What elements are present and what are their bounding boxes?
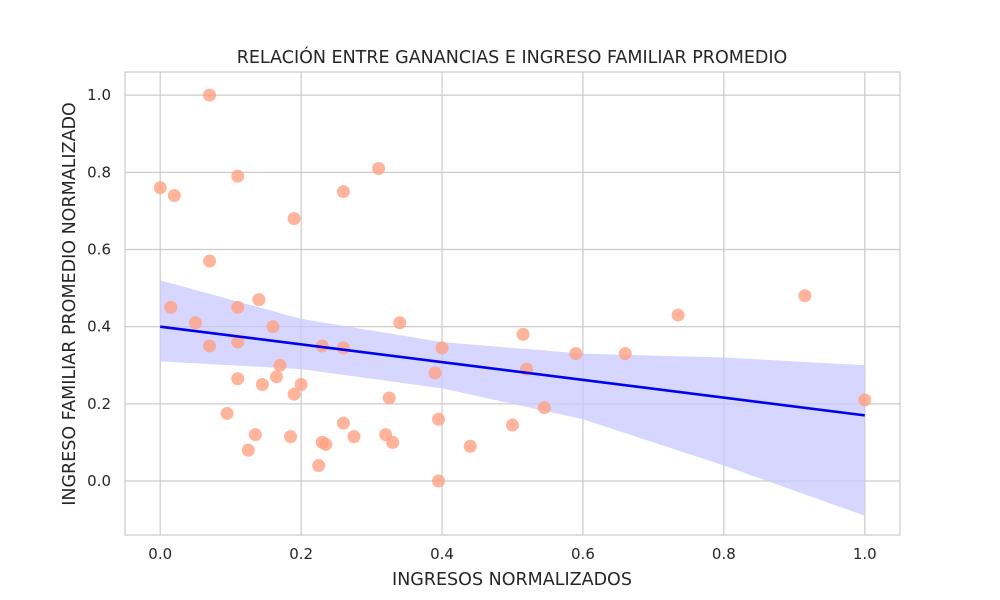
y-tick-label: 0.0 <box>87 472 111 490</box>
data-point <box>164 300 178 314</box>
data-point <box>347 430 361 444</box>
data-point <box>435 341 449 355</box>
data-point <box>231 372 245 386</box>
x-tick-label: 1.0 <box>853 545 877 563</box>
data-point <box>858 393 872 407</box>
y-axis-label: INGRESO FAMILIAR PROMEDIO NORMALIZADO <box>60 102 80 506</box>
data-point <box>312 459 326 473</box>
x-tick-label: 0.8 <box>712 545 736 563</box>
data-point <box>506 418 519 432</box>
data-point <box>537 401 551 415</box>
data-point <box>393 316 407 330</box>
x-axis-label: INGRESOS NORMALIZADOS <box>392 570 632 590</box>
x-tick-label: 0.0 <box>148 545 172 563</box>
data-point <box>287 387 301 401</box>
data-point <box>203 88 217 102</box>
data-point <box>671 308 685 322</box>
data-point <box>463 439 477 453</box>
data-point <box>231 169 245 183</box>
confidence-band <box>160 280 865 516</box>
x-tick-label: 0.4 <box>430 545 454 563</box>
data-point <box>798 289 812 303</box>
data-point <box>241 443 255 457</box>
data-point <box>167 188 181 202</box>
data-point <box>287 212 301 226</box>
data-point <box>319 437 333 451</box>
y-tick-label: 1.0 <box>87 86 111 104</box>
data-point <box>188 316 202 330</box>
y-tick-label: 0.8 <box>87 163 111 181</box>
data-point <box>203 254 217 268</box>
data-point <box>382 391 396 405</box>
data-point <box>618 347 632 361</box>
data-point <box>203 339 217 353</box>
data-point <box>284 430 298 444</box>
data-point <box>255 378 269 392</box>
data-point <box>386 435 400 449</box>
plot-frame <box>124 71 901 536</box>
y-tick-labels: 0.0 0.2 0.4 0.6 0.8 1.0 <box>87 86 111 490</box>
regression-line <box>160 325 865 417</box>
data-point <box>153 181 167 195</box>
data-point <box>266 320 280 334</box>
data-point <box>372 161 386 175</box>
data-point <box>273 358 287 372</box>
data-point <box>428 366 442 380</box>
data-point <box>231 335 245 349</box>
data-point <box>516 327 530 341</box>
data-point <box>269 370 283 384</box>
data-point <box>432 474 446 488</box>
chart-title: RELACIÓN ENTRE GANANCIAS E INGRESO FAMIL… <box>237 46 788 68</box>
confidence-band-layer <box>160 280 865 516</box>
x-tick-labels: 0.0 0.2 0.4 0.6 0.8 1.0 <box>148 545 876 563</box>
x-tick-label: 0.6 <box>571 545 595 563</box>
data-point <box>252 293 266 307</box>
y-tick-label: 0.2 <box>87 395 111 413</box>
data-point <box>220 406 234 420</box>
data-point <box>294 378 308 392</box>
data-point <box>432 412 446 426</box>
x-tick-label: 0.2 <box>289 545 313 563</box>
regression-line-layer <box>160 325 865 417</box>
data-point <box>231 300 245 314</box>
y-tick-label: 0.6 <box>87 240 111 258</box>
data-point <box>569 347 583 361</box>
data-point <box>248 428 262 442</box>
points-layer <box>153 88 872 488</box>
data-point <box>336 185 350 199</box>
data-point <box>336 416 350 430</box>
y-tick-label: 0.4 <box>87 318 111 336</box>
